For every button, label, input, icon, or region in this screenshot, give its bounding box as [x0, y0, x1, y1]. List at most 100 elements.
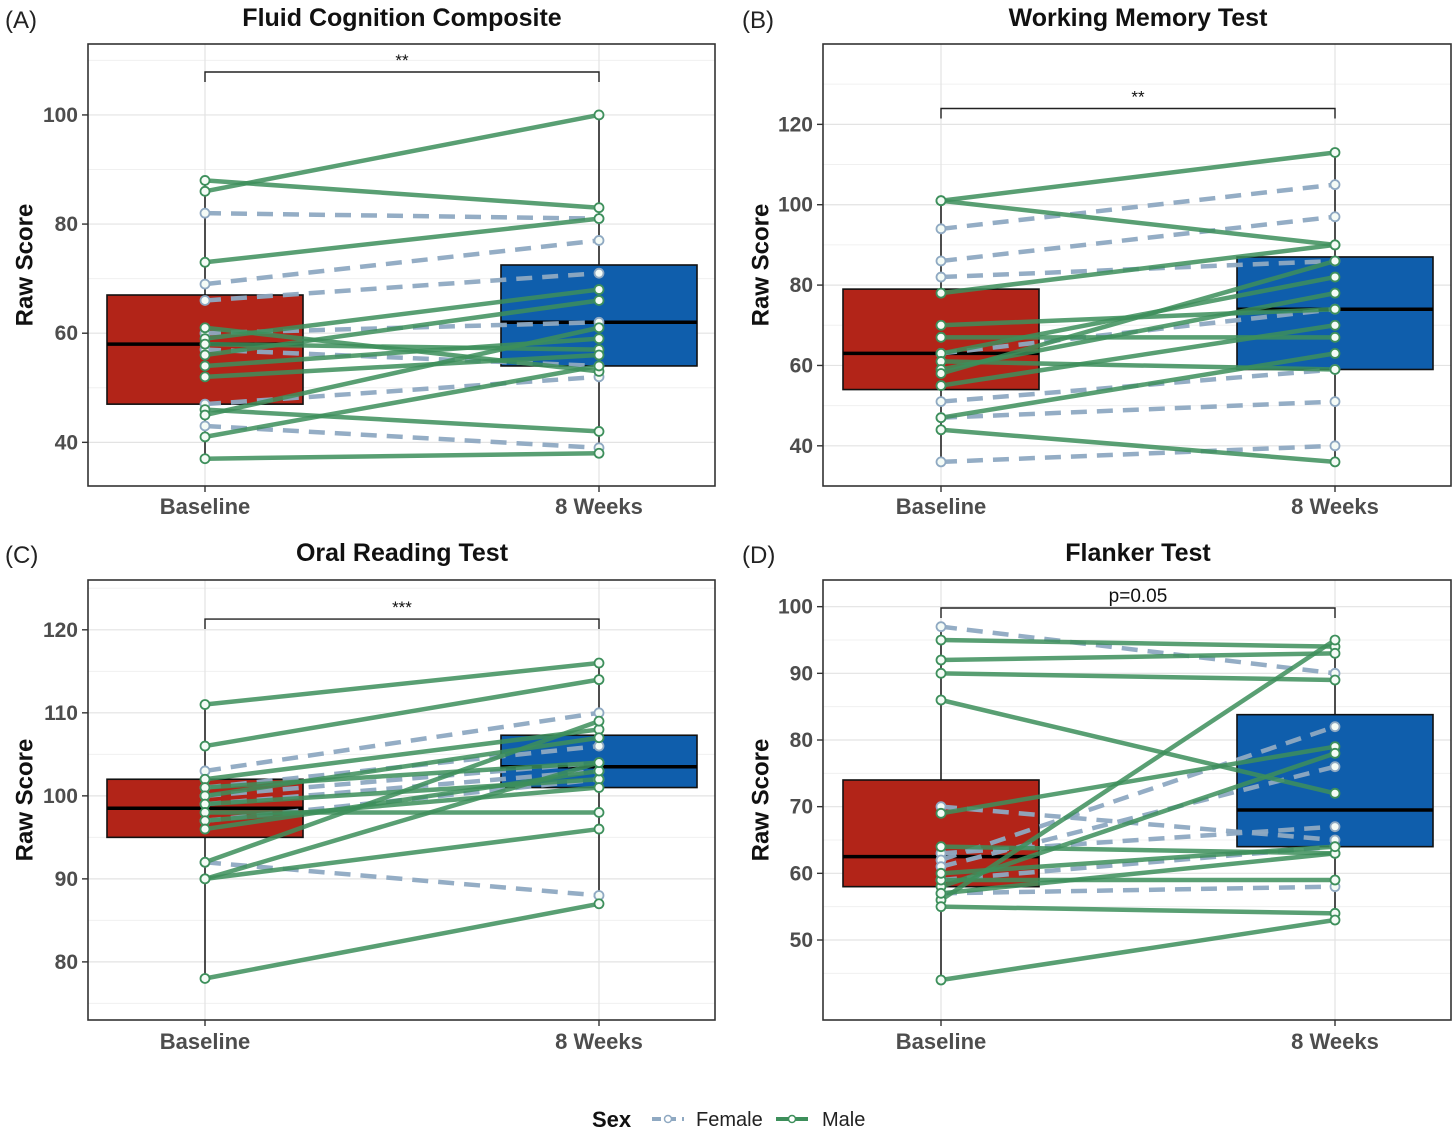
male-point: [935, 634, 947, 646]
male-point: [593, 674, 605, 686]
male-point: [199, 699, 211, 710]
male-pair-line: [204, 216, 600, 265]
male-pair-line: [940, 844, 1336, 876]
male-point: [935, 380, 947, 391]
paired-lines: [204, 660, 600, 981]
female-pair-line: [940, 214, 1336, 264]
panel-label: (B): [742, 7, 774, 34]
male-point: [199, 360, 211, 372]
male-point: [199, 873, 211, 885]
female-pair-line: [940, 624, 1336, 676]
male-point: [593, 295, 605, 306]
male-point: [1329, 147, 1341, 158]
male-point: [199, 175, 211, 186]
y-tick-label: 100: [43, 785, 78, 808]
male-point: [593, 213, 605, 225]
male-point: [199, 256, 211, 268]
male-point: [1329, 287, 1341, 299]
y-tick-label: 120: [778, 113, 813, 136]
female-pair-line: [204, 270, 600, 303]
x-label-8-weeks: 8 Weeks: [1291, 1029, 1379, 1054]
female-point: [1329, 211, 1341, 223]
panel-border: [822, 579, 1452, 1021]
male-pair-line: [204, 719, 600, 865]
male-pair-line: [204, 363, 600, 440]
y-tick-label: 110: [44, 702, 78, 725]
male-point: [593, 807, 605, 818]
female-point: [199, 278, 211, 290]
female-point: [1329, 396, 1341, 408]
y-tick-label: 40: [55, 431, 78, 454]
male-point: [593, 349, 605, 361]
panel-label: (D): [742, 542, 775, 569]
x-label-8-weeks: 8 Weeks: [555, 1029, 643, 1054]
significance-bracket: [940, 607, 1336, 618]
male-point: [935, 694, 947, 706]
male-pair-line: [204, 760, 600, 790]
y-tick-label: 60: [790, 862, 813, 885]
legend-male-label: Male: [822, 1109, 865, 1129]
significance-label: **: [1131, 87, 1145, 106]
panel-border: [822, 43, 1452, 487]
male-point: [1329, 239, 1341, 251]
male-point: [1329, 255, 1341, 267]
male-pair-line: [939, 638, 1337, 902]
male-point: [593, 657, 605, 669]
legend-female-label: Female: [696, 1109, 763, 1129]
male-pair-line: [204, 325, 600, 374]
male-point: [935, 424, 947, 436]
x-label-8-weeks: 8 Weeks: [555, 494, 643, 519]
y-tick-label: 90: [55, 868, 78, 891]
male-point: [1329, 634, 1341, 646]
x-label-baseline: Baseline: [160, 494, 251, 519]
paired-points: [935, 621, 1341, 986]
male-pair-line: [940, 851, 1336, 896]
male-point: [1329, 303, 1341, 315]
male-point: [199, 371, 211, 383]
male-pair-line: [204, 451, 600, 461]
panel-border: [87, 579, 716, 1021]
significance-bracket: [204, 71, 600, 82]
female-point: [593, 235, 605, 246]
female-pair-line: [204, 238, 600, 287]
male-point: [1329, 747, 1341, 759]
male-point: [935, 195, 947, 207]
x-label-8-weeks: 8 Weeks: [1291, 494, 1379, 519]
male-pair-line: [204, 826, 600, 882]
female-point: [1329, 440, 1341, 452]
male-pair-line: [204, 901, 600, 981]
significance-bracket: [940, 107, 1336, 119]
male-pair-line: [204, 660, 600, 707]
male-point: [593, 284, 605, 295]
male-point: [1329, 347, 1341, 359]
male-point: [593, 757, 605, 769]
male-point: [593, 322, 605, 334]
panel-a: ** 40 60 80 100 Baseline 8 Weeks (A) Fluid Cogni…: [5, 4, 716, 519]
male-pair-line: [204, 735, 600, 799]
male-point: [199, 349, 211, 361]
panel-title: Working Memory Test: [1009, 4, 1269, 32]
y-tick-label: 80: [790, 729, 813, 752]
female-pair-line: [204, 860, 600, 898]
paired-points: [199, 109, 605, 465]
y-tick-label: 50: [790, 929, 813, 952]
male-pair-line: [940, 427, 1336, 465]
male-point: [593, 732, 605, 744]
legend-male-key-point: [787, 1114, 797, 1124]
male-point: [593, 898, 605, 910]
female-pair-line: [204, 210, 600, 221]
female-point: [199, 295, 211, 306]
female-point: [1329, 821, 1341, 833]
male-pair-line: [940, 744, 1336, 816]
male-point: [935, 654, 947, 666]
x-label-baseline: Baseline: [160, 1029, 251, 1054]
male-point: [593, 447, 605, 459]
legend-female-key-point: [663, 1114, 673, 1124]
male-point: [593, 333, 605, 345]
y-tick-label: 60: [790, 354, 813, 377]
male-pair-line: [204, 407, 600, 434]
panel-b: ** 40 60 80 100 120 Baseline 8 Weeks (B) Working …: [742, 4, 1452, 519]
male-pair-line: [204, 112, 600, 194]
male-pair-line: [940, 671, 1336, 683]
